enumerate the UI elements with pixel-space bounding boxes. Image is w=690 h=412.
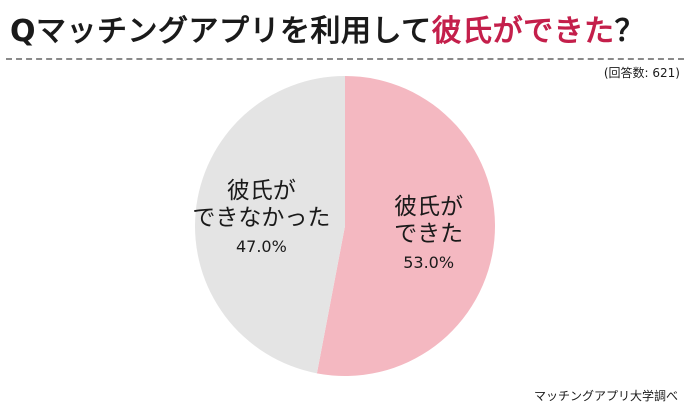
- slice-label-0: 彼氏ができた 53.0%: [394, 194, 463, 272]
- slice-name-1-line-0: 彼氏が: [227, 178, 296, 204]
- slice-name-1-line-1: できなかった: [192, 205, 330, 231]
- chart-title: Qマッチングアプリを利用して彼氏ができた？: [10, 6, 645, 50]
- slice-value-1: 47.0%: [236, 237, 287, 256]
- pie-slice-0: [316, 76, 496, 376]
- title-main: Qマッチングアプリを利用して: [10, 14, 432, 49]
- respondent-count: (回答数: 621): [603, 66, 680, 80]
- dashed-divider: [6, 58, 684, 60]
- pie-slice-1: [195, 76, 345, 374]
- source-note: マッチングアプリ大学調べ: [533, 389, 678, 403]
- slice-name-0-line-0: 彼氏が: [394, 194, 463, 220]
- title-end: ？: [614, 14, 646, 49]
- slice-value-0: 53.0%: [403, 253, 454, 272]
- slice-name-0-line-1: できた: [394, 221, 463, 247]
- title-accent: 彼氏ができた: [431, 14, 615, 49]
